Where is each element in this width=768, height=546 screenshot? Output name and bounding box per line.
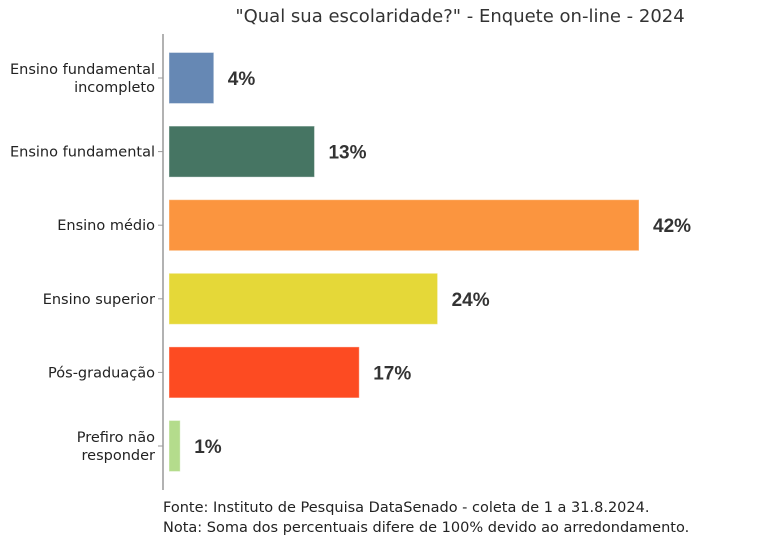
bar: [168, 272, 439, 325]
bar: [168, 199, 640, 252]
bar: [168, 52, 215, 104]
category-label: Pós-graduação: [48, 365, 155, 381]
bar: [168, 420, 181, 472]
source-note: Fonte: Instituto de Pesquisa DataSenado …: [163, 500, 650, 516]
footnote: Nota: Soma dos percentuais difere de 100…: [163, 520, 690, 536]
category-label: responder: [82, 448, 156, 464]
data-label: 4%: [228, 69, 256, 90]
data-label: 1%: [194, 437, 222, 458]
category-label: incompleto: [74, 80, 155, 96]
bar: [168, 346, 360, 399]
data-label: 42%: [653, 216, 691, 237]
data-label: 17%: [373, 363, 411, 384]
category-label: Ensino médio: [57, 218, 155, 234]
data-label: 24%: [452, 290, 490, 311]
category-label: Ensino fundamental: [10, 145, 155, 161]
category-label: Ensino fundamental: [10, 62, 155, 78]
category-label: Prefiro não: [77, 430, 155, 446]
bar: [168, 125, 315, 178]
category-label: Ensino superior: [43, 292, 155, 308]
data-label: 13%: [328, 143, 366, 164]
chart-title: "Qual sua escolaridade?" - Enquete on-li…: [235, 6, 685, 27]
